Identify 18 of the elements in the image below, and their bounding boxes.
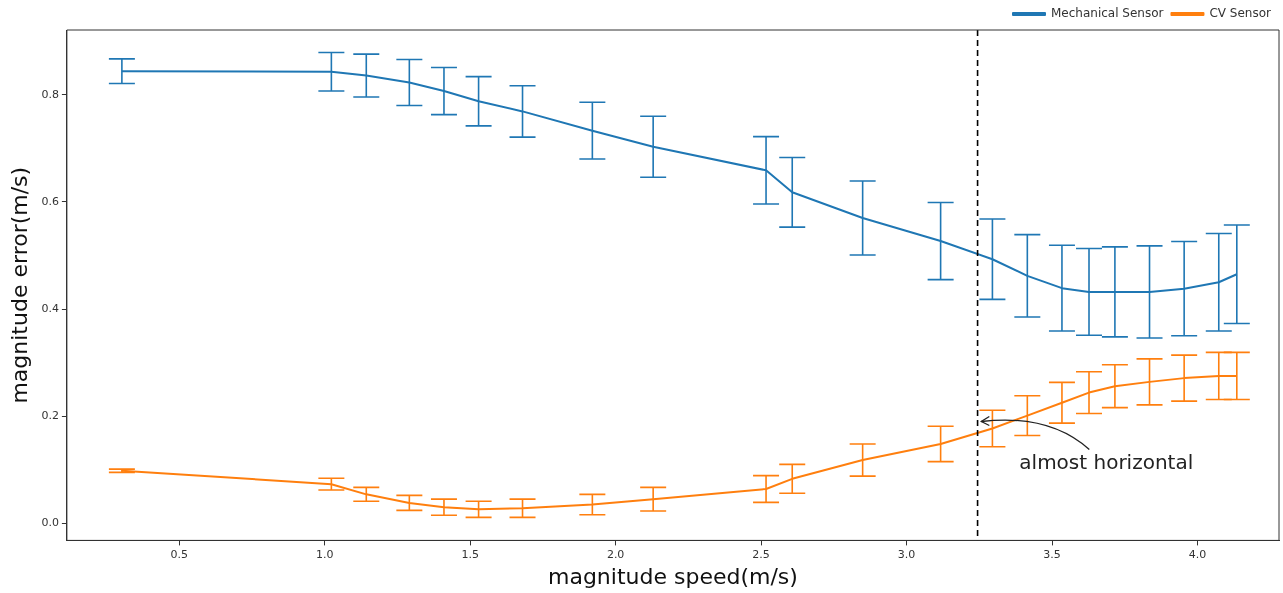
y-tick-label: 0.8 [41, 87, 59, 101]
x-tick-label: 2.0 [606, 547, 625, 561]
x-tick-label: 4.0 [1188, 547, 1207, 561]
x-tick-label: 1.5 [461, 547, 479, 561]
y-tick-label: 0.4 [41, 301, 59, 315]
y-tick-label: 0.6 [41, 194, 59, 208]
legend-label: Mechanical Sensor [1051, 6, 1164, 21]
x-tick-label: 1.0 [315, 547, 334, 561]
legend-label: CV Sensor [1209, 6, 1272, 21]
x-tick-label: 3.5 [1043, 547, 1061, 561]
x-tick-label: 2.5 [752, 547, 770, 561]
y-tick-label: 0.2 [41, 409, 59, 423]
x-tick-label: 0.5 [170, 547, 188, 561]
x-tick-label: 3.0 [897, 547, 916, 561]
y-axis-title: magnitude error(m/s) [6, 166, 32, 404]
x-axis-title: magnitude speed(m/s) [547, 563, 798, 589]
annotation: almost horizontal [1019, 449, 1194, 474]
y-tick-label: 0.0 [41, 516, 59, 530]
